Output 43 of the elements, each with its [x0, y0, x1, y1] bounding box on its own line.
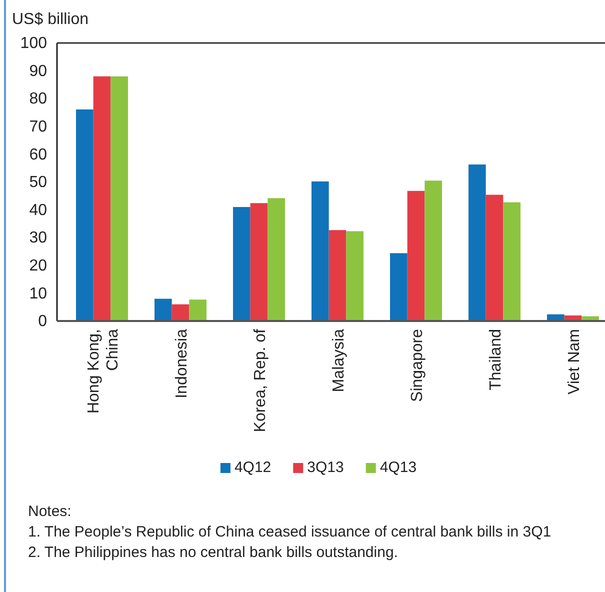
text: 1. The People’s Republic of China ceased issuance of central bank bills in 3Q1 [28, 524, 552, 540]
y-tick-label: 60 [29, 146, 48, 164]
y-tick-label: 80 [29, 90, 48, 108]
bar [189, 300, 206, 321]
y-tick-label: 100 [20, 35, 48, 52]
bar [172, 304, 190, 321]
y-axis-title: US$ billion [12, 11, 88, 28]
x-tick-label: Malaysia [330, 328, 348, 392]
x-tick-label: Thailand [488, 329, 504, 390]
bar [233, 207, 250, 321]
bar [268, 198, 285, 321]
y-tick-label: 20 [29, 258, 48, 275]
bar [76, 109, 94, 321]
legend-label: 3Q13 [307, 459, 344, 476]
bar [407, 190, 425, 321]
bar [346, 231, 364, 321]
y-tick-label: 50 [29, 174, 48, 192]
text: 2. The Philippines has no central bank bills outstanding. [28, 544, 398, 561]
legend-label: 4Q13 [380, 459, 417, 476]
bar [424, 180, 442, 321]
bar [503, 202, 520, 321]
y-tick-label: 0 [38, 313, 48, 330]
bar [468, 164, 486, 321]
x-tick-label: Viet Nam [566, 329, 583, 395]
y-tick-label: 90 [29, 62, 48, 80]
x-tick-label: Hong Kong, China [86, 328, 122, 414]
x-tick-label: Singapore [409, 328, 426, 402]
y-tick-label: 40 [29, 202, 48, 219]
legend-label: 4Q12 [234, 459, 272, 476]
bar [250, 203, 268, 321]
y-tick-label: 70 [29, 118, 48, 136]
y-tick-label: 30 [29, 230, 48, 247]
bar [390, 253, 408, 321]
x-tick-label: Indonesia [174, 328, 190, 398]
bar [93, 76, 111, 321]
bar [154, 298, 172, 321]
bar [312, 181, 329, 321]
y-tick-label: 10 [29, 285, 48, 302]
bar [328, 230, 346, 321]
x-tick-label: Korea, Rep. of [252, 328, 269, 432]
text: Notes: [28, 503, 72, 520]
bar [110, 76, 128, 321]
bar [486, 194, 504, 321]
